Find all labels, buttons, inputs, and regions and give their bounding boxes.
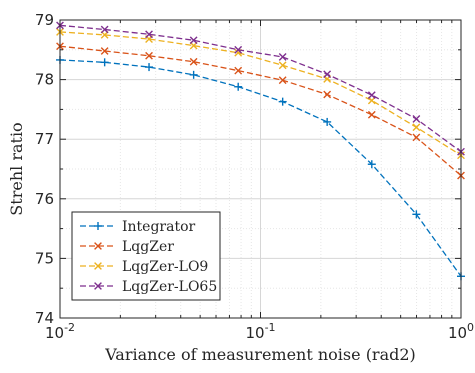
data-point bbox=[367, 160, 376, 169]
data-point bbox=[278, 53, 287, 61]
marker-stroke bbox=[367, 110, 376, 119]
data-point bbox=[234, 82, 243, 91]
legend-marker bbox=[94, 282, 102, 290]
data-point bbox=[145, 51, 153, 60]
data-point bbox=[323, 90, 332, 99]
legend-label: LqgZer-LO9 bbox=[122, 259, 208, 275]
marker-stroke bbox=[145, 30, 153, 39]
legend-entry: Integrator bbox=[80, 219, 196, 235]
series-lqgzer bbox=[56, 42, 465, 180]
legend-marker bbox=[94, 242, 102, 250]
marker-stroke bbox=[94, 242, 102, 250]
y-tick-label: 76 bbox=[35, 190, 54, 208]
data-point bbox=[145, 30, 153, 39]
data-point bbox=[100, 25, 109, 34]
data-point bbox=[323, 117, 332, 126]
legend-entry: LqgZer-LO9 bbox=[80, 259, 208, 275]
data-point bbox=[412, 210, 421, 219]
legend-entry: LqgZer-LO65 bbox=[80, 279, 217, 295]
data-point bbox=[278, 61, 287, 70]
legend-entry: LqgZer bbox=[80, 239, 174, 255]
data-point bbox=[189, 70, 198, 79]
marker-stroke bbox=[278, 53, 287, 61]
data-point bbox=[412, 115, 421, 123]
series-group bbox=[56, 21, 465, 281]
legend-marker bbox=[94, 262, 102, 270]
y-tick-label: 79 bbox=[35, 11, 54, 29]
legend-label: LqgZer bbox=[122, 239, 174, 255]
y-tick-label: 74 bbox=[35, 309, 54, 327]
series-line bbox=[59, 59, 462, 277]
y-tick-label: 77 bbox=[35, 130, 54, 148]
marker-stroke bbox=[234, 66, 243, 75]
data-point bbox=[323, 70, 332, 79]
marker-stroke bbox=[94, 262, 102, 270]
series-line bbox=[59, 31, 462, 156]
marker-stroke bbox=[323, 70, 332, 79]
x-tick-label: 10-2 bbox=[45, 321, 75, 342]
marker-stroke bbox=[278, 76, 287, 85]
data-point bbox=[367, 91, 376, 99]
marker-stroke bbox=[100, 47, 109, 55]
data-point bbox=[412, 123, 421, 132]
marker-stroke bbox=[412, 123, 421, 132]
legend: Integrator LqgZer LqgZer-LO9 LqgZer-LO65 bbox=[71, 211, 221, 301]
marker-stroke bbox=[100, 25, 109, 34]
y-axis-title: Strehl ratio bbox=[7, 122, 26, 215]
legend-marker bbox=[94, 222, 102, 230]
data-point bbox=[367, 110, 376, 119]
marker-stroke bbox=[412, 133, 421, 142]
series-line bbox=[59, 45, 462, 177]
data-point bbox=[234, 66, 243, 75]
data-point bbox=[234, 45, 243, 54]
data-point bbox=[100, 58, 109, 67]
marker-stroke bbox=[94, 282, 102, 290]
marker-stroke bbox=[145, 51, 153, 60]
y-tick-label: 75 bbox=[35, 249, 54, 267]
legend-label: LqgZer-LO65 bbox=[122, 279, 217, 295]
marker-stroke bbox=[189, 36, 198, 45]
axis-ticks: 74 75 76 77 78 79 10-2 10-1 100 bbox=[35, 11, 474, 342]
x-tick-label: 100 bbox=[448, 321, 474, 342]
marker-stroke bbox=[412, 115, 421, 123]
x-tick-label: 10-1 bbox=[245, 321, 275, 342]
x-axis-title: Variance of measurement noise (rad2) bbox=[104, 345, 416, 364]
data-point bbox=[189, 57, 198, 66]
series-line bbox=[59, 24, 462, 153]
y-tick-label: 78 bbox=[35, 71, 54, 89]
marker-stroke bbox=[367, 91, 376, 99]
data-point bbox=[189, 36, 198, 45]
marker-stroke bbox=[323, 90, 332, 99]
data-point bbox=[278, 76, 287, 85]
legend-label: Integrator bbox=[122, 219, 196, 235]
data-point bbox=[100, 47, 109, 55]
data-point bbox=[412, 133, 421, 142]
data-point bbox=[145, 63, 154, 72]
marker-stroke bbox=[189, 57, 198, 66]
marker-stroke bbox=[234, 45, 243, 54]
marker-stroke bbox=[278, 61, 287, 70]
data-point bbox=[278, 97, 287, 106]
